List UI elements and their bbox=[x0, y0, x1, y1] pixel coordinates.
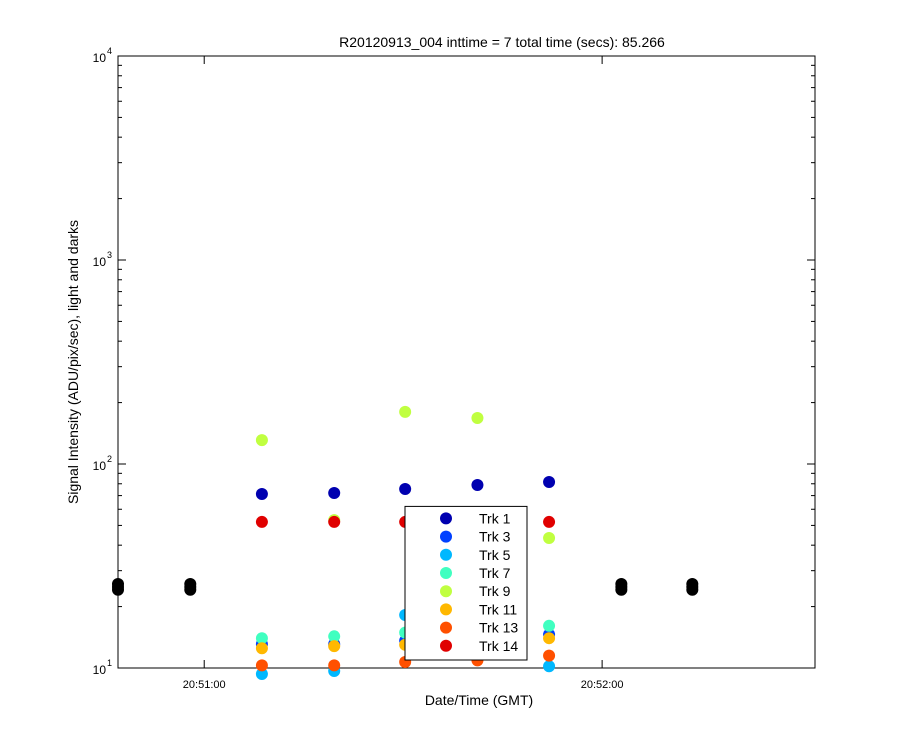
point bbox=[255, 642, 268, 655]
legend-box bbox=[404, 505, 528, 661]
x-axis-label: Date/Time (GMT) bbox=[425, 692, 533, 708]
point bbox=[543, 515, 556, 528]
y-tick-label: 10 bbox=[93, 51, 107, 65]
legend-label: Trk 1 bbox=[479, 510, 511, 526]
legend-marker bbox=[440, 603, 452, 616]
point bbox=[543, 531, 556, 544]
legend-label: Trk 3 bbox=[479, 529, 511, 545]
y-tick-label: 10 bbox=[93, 459, 107, 473]
legend-label: Trk 11 bbox=[479, 601, 517, 617]
legend-label: Trk 7 bbox=[479, 565, 511, 581]
y-tick-exponent: 4 bbox=[107, 46, 112, 56]
legend-label: Trk 5 bbox=[479, 547, 511, 563]
legend-label: Trk 14 bbox=[479, 638, 518, 654]
point bbox=[399, 483, 412, 496]
plot-frame bbox=[117, 55, 816, 669]
legend-marker bbox=[440, 530, 452, 543]
dark-point bbox=[184, 578, 197, 591]
legend-marker bbox=[440, 567, 452, 579]
dark-point bbox=[615, 578, 628, 591]
x-tick-label: 20:51:00 bbox=[183, 679, 226, 691]
point bbox=[399, 405, 412, 418]
legend: Trk 1 Trk 3 Trk 5 Trk 7 Trk 9 Trk 11 Trk 13 Trk… bbox=[404, 505, 528, 661]
point bbox=[543, 476, 556, 489]
dark-point bbox=[686, 578, 699, 591]
y-tick-label: 10 bbox=[93, 255, 107, 269]
y-tick-exponent: 1 bbox=[107, 658, 112, 668]
legend-marker bbox=[440, 621, 452, 634]
x-tick-label: 20:52:00 bbox=[581, 679, 624, 691]
point bbox=[471, 412, 484, 425]
legend-marker bbox=[440, 639, 452, 652]
point bbox=[543, 649, 556, 662]
legend-marker bbox=[440, 548, 452, 561]
point bbox=[471, 478, 484, 491]
point bbox=[328, 515, 341, 528]
point bbox=[255, 434, 268, 447]
point bbox=[543, 660, 556, 673]
point bbox=[255, 667, 268, 680]
legend-marker bbox=[440, 512, 452, 525]
point bbox=[328, 486, 341, 499]
point bbox=[255, 632, 268, 645]
y-tick-exponent: 2 bbox=[107, 454, 112, 464]
point bbox=[255, 487, 268, 500]
y-axis-label: Signal Intensity (ADU/pix/sec), light an… bbox=[65, 220, 81, 504]
y-tick-label: 10 bbox=[93, 663, 107, 677]
point bbox=[543, 619, 556, 632]
y-tick-exponent: 3 bbox=[107, 250, 112, 260]
legend-label: Trk 13 bbox=[479, 620, 518, 636]
point bbox=[328, 630, 341, 643]
chart-title: R20120913_004 inttime = 7 total time (se… bbox=[339, 34, 665, 50]
legend-label: Trk 9 bbox=[479, 583, 511, 599]
point bbox=[255, 515, 268, 528]
point bbox=[328, 640, 341, 653]
legend-marker bbox=[440, 585, 452, 598]
point bbox=[328, 659, 341, 672]
point bbox=[255, 659, 268, 672]
point bbox=[543, 632, 556, 645]
dark-point bbox=[112, 578, 124, 591]
